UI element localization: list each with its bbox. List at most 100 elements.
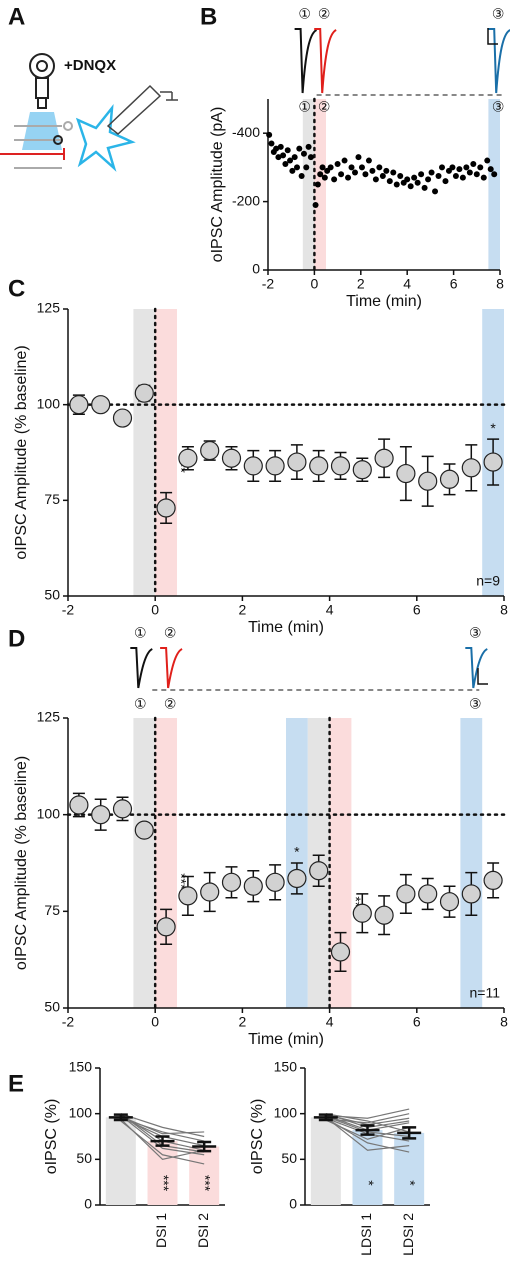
data-point	[309, 861, 329, 881]
data-point	[463, 164, 470, 171]
data-point	[374, 448, 394, 468]
significance: ***	[197, 1175, 213, 1192]
y-axis-label: oIPSC Amplitude (% baseline)	[13, 756, 30, 970]
y-tick-label: 50	[44, 999, 60, 1015]
data-point	[372, 176, 379, 183]
x-tick-label: -2	[62, 1014, 75, 1030]
scale-bar	[477, 668, 488, 685]
trace	[160, 647, 183, 689]
x-axis-label: Time (min)	[248, 619, 324, 636]
data-point	[449, 164, 456, 171]
data-point	[428, 169, 435, 176]
x-tick-label: 2	[239, 1014, 247, 1030]
data-point	[483, 870, 503, 891]
y-tick-label: 150	[274, 1059, 298, 1075]
x-tick-label: -2	[262, 276, 275, 292]
trace-label: ②	[318, 6, 331, 22]
x-tick-label: 8	[500, 1014, 508, 1030]
y-tick-label: 125	[37, 300, 61, 316]
data-point	[277, 143, 284, 150]
data-point	[461, 458, 481, 478]
bar	[147, 1141, 178, 1205]
data-point	[432, 188, 439, 195]
data-point	[178, 886, 198, 906]
data-point	[439, 469, 460, 489]
data-point	[414, 179, 421, 186]
data-point	[305, 143, 312, 150]
data-point	[284, 147, 291, 154]
data-point	[477, 164, 484, 171]
n-label: n=9	[476, 573, 500, 589]
data-point	[411, 174, 418, 181]
y-tick-label: 100	[37, 395, 61, 411]
data-point	[425, 176, 432, 183]
data-point	[341, 157, 348, 164]
y-tick-label: 50	[44, 587, 60, 603]
data-point	[273, 145, 280, 152]
shaded-epoch	[133, 718, 156, 1008]
data-point	[268, 140, 275, 147]
trace-label: ②	[164, 625, 177, 641]
trace-label: ③	[469, 696, 482, 712]
data-point	[365, 157, 372, 164]
trace	[294, 28, 318, 94]
bar	[310, 1117, 341, 1205]
data-point	[352, 460, 372, 480]
y-tick-label: 100	[274, 1104, 298, 1120]
y-tick-label: 100	[37, 805, 61, 821]
data-point	[483, 452, 503, 472]
trace-label: ②	[318, 99, 331, 115]
data-point	[466, 169, 473, 176]
data-point	[287, 157, 294, 164]
data-point	[442, 178, 449, 185]
y-tick-label: 125	[37, 709, 61, 725]
subject-line	[120, 1113, 205, 1138]
y-tick-label: 100	[69, 1104, 93, 1120]
trace	[465, 647, 488, 689]
data-point	[352, 169, 358, 176]
bar	[105, 1117, 136, 1205]
significance: *	[294, 844, 300, 860]
bar	[394, 1132, 425, 1205]
panel-letter: C	[8, 275, 25, 302]
y-axis-label: oIPSC (%)	[43, 1099, 60, 1175]
y-axis-label: oIPSC Amplitude (% baseline)	[13, 345, 30, 559]
panel-letter: A	[8, 3, 25, 30]
y-tick-label: -400	[232, 124, 260, 140]
x-tick-label: 6	[413, 602, 421, 618]
significance: ***	[173, 873, 189, 890]
data-point	[303, 164, 310, 171]
subject-line	[325, 1113, 410, 1133]
data-point	[396, 884, 416, 904]
drug-label: +DNQX	[64, 57, 116, 74]
data-point	[91, 395, 111, 415]
data-point	[275, 154, 282, 161]
y-tick-label: -200	[232, 192, 260, 208]
trace-label: ③	[492, 6, 505, 22]
scale-bar	[487, 28, 498, 45]
x-axis-label: Time (min)	[248, 1031, 324, 1048]
y-axis-label: oIPSC Amplitude (pA)	[209, 107, 226, 263]
x-tick-label: 8	[496, 276, 504, 292]
panel-letter: B	[200, 3, 217, 30]
error-bar	[150, 1135, 175, 1147]
data-point	[317, 171, 324, 178]
data-point	[69, 395, 89, 415]
x-tick-label: 4	[326, 602, 334, 618]
trace	[488, 28, 510, 94]
data-point	[379, 172, 386, 179]
n-label: n=11	[470, 985, 501, 1001]
data-point	[418, 471, 438, 491]
data-point	[319, 164, 326, 171]
shaded-epoch	[488, 99, 500, 270]
data-point	[296, 145, 303, 152]
data-point	[397, 172, 404, 179]
data-point	[461, 884, 481, 904]
data-point	[300, 150, 307, 157]
data-point	[487, 166, 494, 173]
data-point	[358, 164, 365, 171]
x-tick-label: LDSI 2	[400, 1213, 416, 1256]
data-point	[221, 872, 242, 892]
data-point	[307, 154, 314, 161]
data-point	[112, 799, 133, 819]
